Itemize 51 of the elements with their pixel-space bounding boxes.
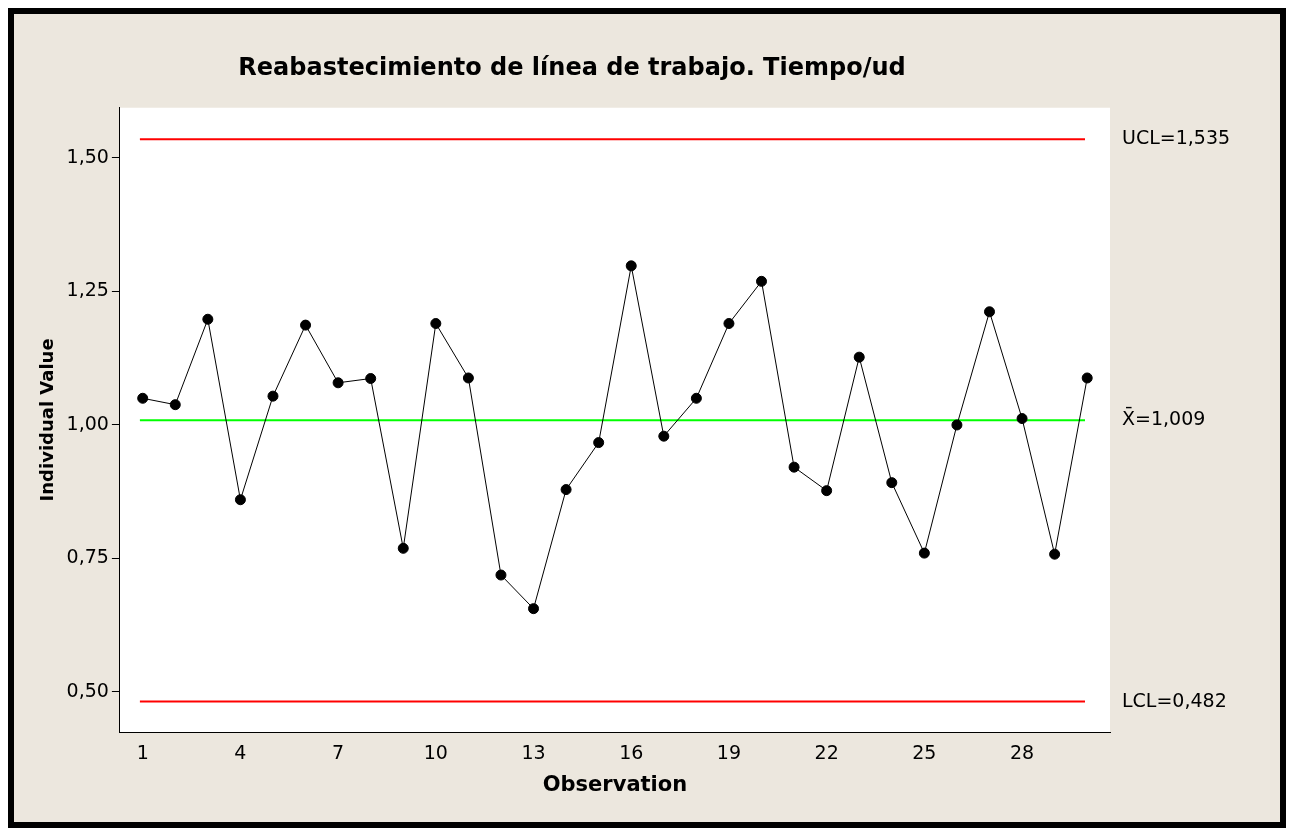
x-axis-title: Observation [542,771,688,796]
point [1081,372,1093,384]
x-tick-label: 7 [332,741,345,764]
point [397,542,409,554]
chart-title: Reabastecimiento de línea de trabajo. Tiempo/ud [238,52,906,81]
point [593,437,605,449]
point [756,275,768,287]
point [365,373,377,385]
point [658,430,670,442]
point [300,319,312,331]
point [430,318,442,330]
point [169,399,181,411]
x-tick-label: 1 [136,741,149,764]
y-tick-label: 1,00 [66,411,109,434]
ref-line-label: LCL=0,482 [1122,688,1227,711]
x-tick-label: 25 [912,741,937,764]
point [951,419,963,431]
point [853,351,865,363]
x-tick-label: 22 [814,741,839,764]
x-tick-label: 10 [423,741,448,764]
ref-line-label: X̄=1,009 [1122,405,1206,430]
point [267,390,279,402]
point [821,485,833,497]
x-tick-label: 19 [716,741,742,764]
y-tick-label: 0,50 [66,678,109,701]
point [918,547,930,559]
x-tick-label: 13 [521,741,546,764]
point [886,477,898,489]
x-tick-label: 16 [619,741,644,764]
point [528,603,540,615]
point [137,392,149,404]
point [234,494,246,506]
point [788,461,800,473]
point [332,377,344,389]
y-tick-label: 1,50 [66,144,109,167]
ref-line-label: UCL=1,535 [1122,126,1231,149]
point [690,392,702,404]
point [1016,413,1028,425]
x-tick-label: 28 [1009,741,1035,764]
x-tick-label: 4 [234,741,247,764]
point [202,313,214,325]
y-tick-label: 1,25 [66,278,109,301]
point [625,260,637,272]
point [495,569,507,581]
point [560,484,572,496]
point [984,306,995,318]
point [723,318,735,330]
y-axis-title: Individual Value [36,338,58,502]
point [462,372,474,384]
point [1049,548,1061,560]
y-tick-label: 0,75 [66,545,109,568]
